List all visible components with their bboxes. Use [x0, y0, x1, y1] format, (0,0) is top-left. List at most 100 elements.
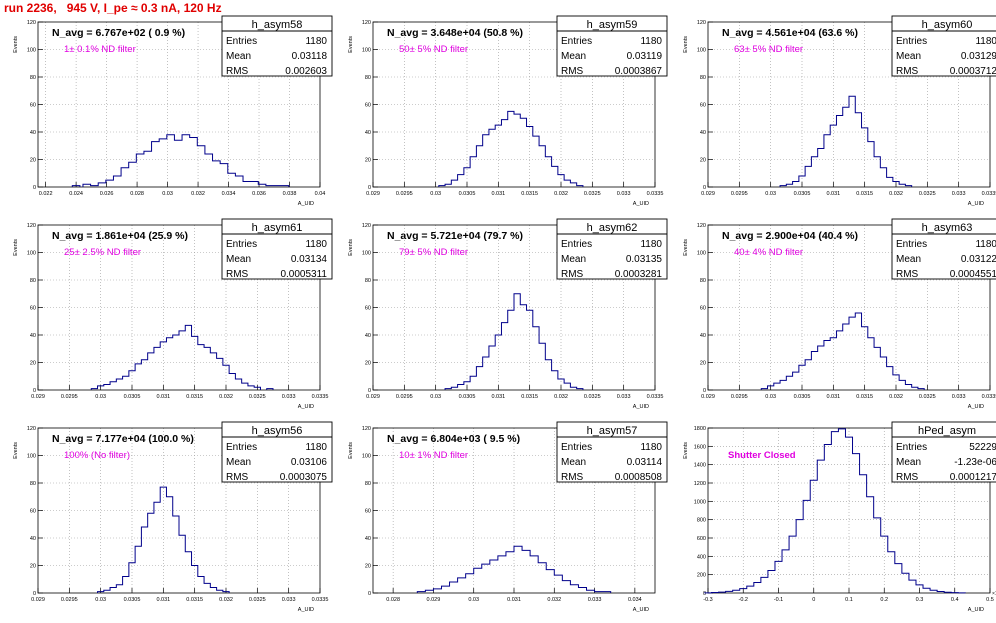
stats-mean-label: Mean [896, 457, 921, 468]
navg-label: N_avg = 6.767e+02 ( 0.9 %) [52, 27, 185, 39]
filter-label: Shutter Closed [728, 450, 796, 461]
stats-rms-value: 0.0008508 [615, 472, 663, 483]
histogram-svg: 0 20 40 60 80 100 120 0.029 0.0295 0.03 0.0305 0.03… [13, 421, 333, 613]
x-tick-label: 0.0295 [61, 597, 78, 603]
stats-entries-label: Entries [226, 36, 257, 47]
y-tick-label: 0 [33, 185, 36, 191]
x-tick-label: 0.033 [952, 191, 966, 197]
y-tick-label: 40 [30, 333, 36, 339]
x-tick-label: 0.033 [588, 597, 602, 603]
stats-mean-value: -1.23e-06 [954, 457, 996, 468]
x-tick-label: 0.0335 [647, 191, 664, 197]
x-tick-label: 0.029 [366, 394, 380, 400]
x-tick-label: 0.032 [554, 394, 568, 400]
navg-label: N_avg = 2.900e+04 (40.4 %) [722, 230, 858, 242]
y-tick-label: 20 [30, 158, 36, 164]
y-tick-label: 100 [27, 48, 36, 54]
x-tick-label: 0.0305 [794, 191, 811, 197]
stats-box [891, 15, 996, 77]
y-tick-label: 80 [700, 75, 706, 81]
plot-frame [37, 224, 321, 391]
stats-box [221, 421, 333, 483]
y-tick-label: 80 [30, 75, 36, 81]
x-tick-label: 0.0335 [312, 597, 329, 603]
y-tick-label: 100 [27, 454, 36, 460]
panel-h_asym63: 0 20 40 60 80 100 120 0.029 0.0295 0.03 0.0305 0.03… [680, 215, 996, 420]
stats-entries-label: Entries [226, 442, 257, 453]
y-tick-label: 120 [697, 20, 706, 26]
x-tick-label: 0.0315 [521, 394, 538, 400]
x-tick-label: 0.032 [219, 394, 233, 400]
x-tick-label: 0.0305 [794, 394, 811, 400]
x-tick-label: 0.1 [845, 597, 853, 603]
stats-entries-label: Entries [561, 442, 592, 453]
x-tick-label: 0.028 [130, 191, 144, 197]
navg-label: N_avg = 4.561e+04 (63.6 %) [722, 27, 858, 39]
y-tick-label: 600 [697, 536, 706, 542]
stats-entries-value: 1180 [975, 239, 996, 250]
x-tick-label: 0.0295 [396, 394, 413, 400]
y-tick-label: 40 [700, 333, 706, 339]
x-axis-label: A_UID [968, 607, 984, 613]
x-tick-label: 0.033 [617, 394, 631, 400]
stats-rms-label: RMS [896, 269, 919, 280]
y-tick-label: 20 [365, 564, 371, 570]
x-axis-label: A_UID [298, 201, 314, 207]
stats-rms-label: RMS [561, 472, 584, 483]
x-tick-label: 0.029 [701, 394, 715, 400]
stats-mean-value: 0.03118 [292, 51, 328, 62]
histogram-series [416, 545, 612, 593]
x-tick-label: 0.031 [507, 597, 521, 603]
stats-mean-label: Mean [226, 457, 251, 468]
navg-label: N_avg = 6.804e+03 ( 9.5 %) [387, 433, 520, 445]
y-tick-label: 60 [30, 306, 36, 312]
x-tick-label: -0.1 [774, 597, 783, 603]
y-tick-label: 40 [365, 536, 371, 542]
panel-hPed_asym: 0 200 400 600 800 1000 1200 1400 1600 1800 -0.3 -0.… [680, 418, 996, 623]
y-tick-label: 80 [700, 278, 706, 284]
x-tick-label: 0.0325 [249, 597, 266, 603]
histogram-series [90, 324, 274, 390]
y-tick-label: 100 [27, 251, 36, 257]
y-tick-label: 1600 [694, 444, 706, 450]
histogram-name: h_asym62 [587, 222, 638, 234]
y-axis-label: Events [683, 442, 689, 459]
y-tick-label: 0 [33, 388, 36, 394]
y-tick-label: 1000 [694, 499, 706, 505]
histogram-name: h_asym57 [587, 425, 638, 437]
x-tick-label: 0.033 [282, 394, 296, 400]
histogram-svg: 0 20 40 60 80 100 120 0.029 0.0295 0.03 0.0305 0.03… [348, 15, 668, 207]
y-tick-label: 100 [697, 48, 706, 54]
x-tick-label: 0.5 [986, 597, 994, 603]
y-tick-label: 100 [362, 454, 371, 460]
y-tick-label: 800 [697, 518, 706, 524]
x-tick-label: 0.03 [765, 191, 776, 197]
y-tick-label: 100 [697, 251, 706, 257]
stats-rms-value: 0.0001217 [950, 472, 996, 483]
stats-mean-value: 0.03119 [627, 51, 663, 62]
y-tick-label: 60 [365, 306, 371, 312]
stats-box [221, 15, 333, 77]
stats-rms-value: 0.0004551 [950, 269, 996, 280]
y-tick-label: 20 [30, 361, 36, 367]
y-tick-label: 60 [365, 103, 371, 109]
y-tick-label: 120 [27, 426, 36, 432]
y-axis-label: Events [683, 36, 689, 53]
stats-mean-label: Mean [226, 51, 251, 62]
panel-h_asym61: 0 20 40 60 80 100 120 0.029 0.0295 0.03 0.0305 0.03… [10, 215, 340, 420]
y-tick-label: 1400 [694, 463, 706, 469]
y-axis-label: Events [13, 442, 19, 459]
histogram-svg: 0 20 40 60 80 100 120 0.029 0.0295 0.03 0.0305 0.03… [683, 218, 996, 410]
x-tick-label: 0.029 [366, 191, 380, 197]
panel-h_asym59: 0 20 40 60 80 100 120 0.029 0.0295 0.03 0.0305 0.03… [345, 12, 675, 217]
run-title: run 2236, 945 V, I_pe ≈ 0.3 nA, 120 Hz [4, 1, 222, 15]
x-tick-label: 0.0325 [584, 191, 601, 197]
x-tick-label: 0.0315 [186, 394, 203, 400]
x-tick-label: 0.0295 [396, 191, 413, 197]
y-tick-label: 0 [703, 185, 706, 191]
y-tick-label: 40 [700, 130, 706, 136]
stats-box [556, 218, 668, 280]
x-tick-label: 0.2 [880, 597, 888, 603]
stats-entries-label: Entries [226, 239, 257, 250]
histogram-name: h_asym63 [922, 222, 973, 234]
